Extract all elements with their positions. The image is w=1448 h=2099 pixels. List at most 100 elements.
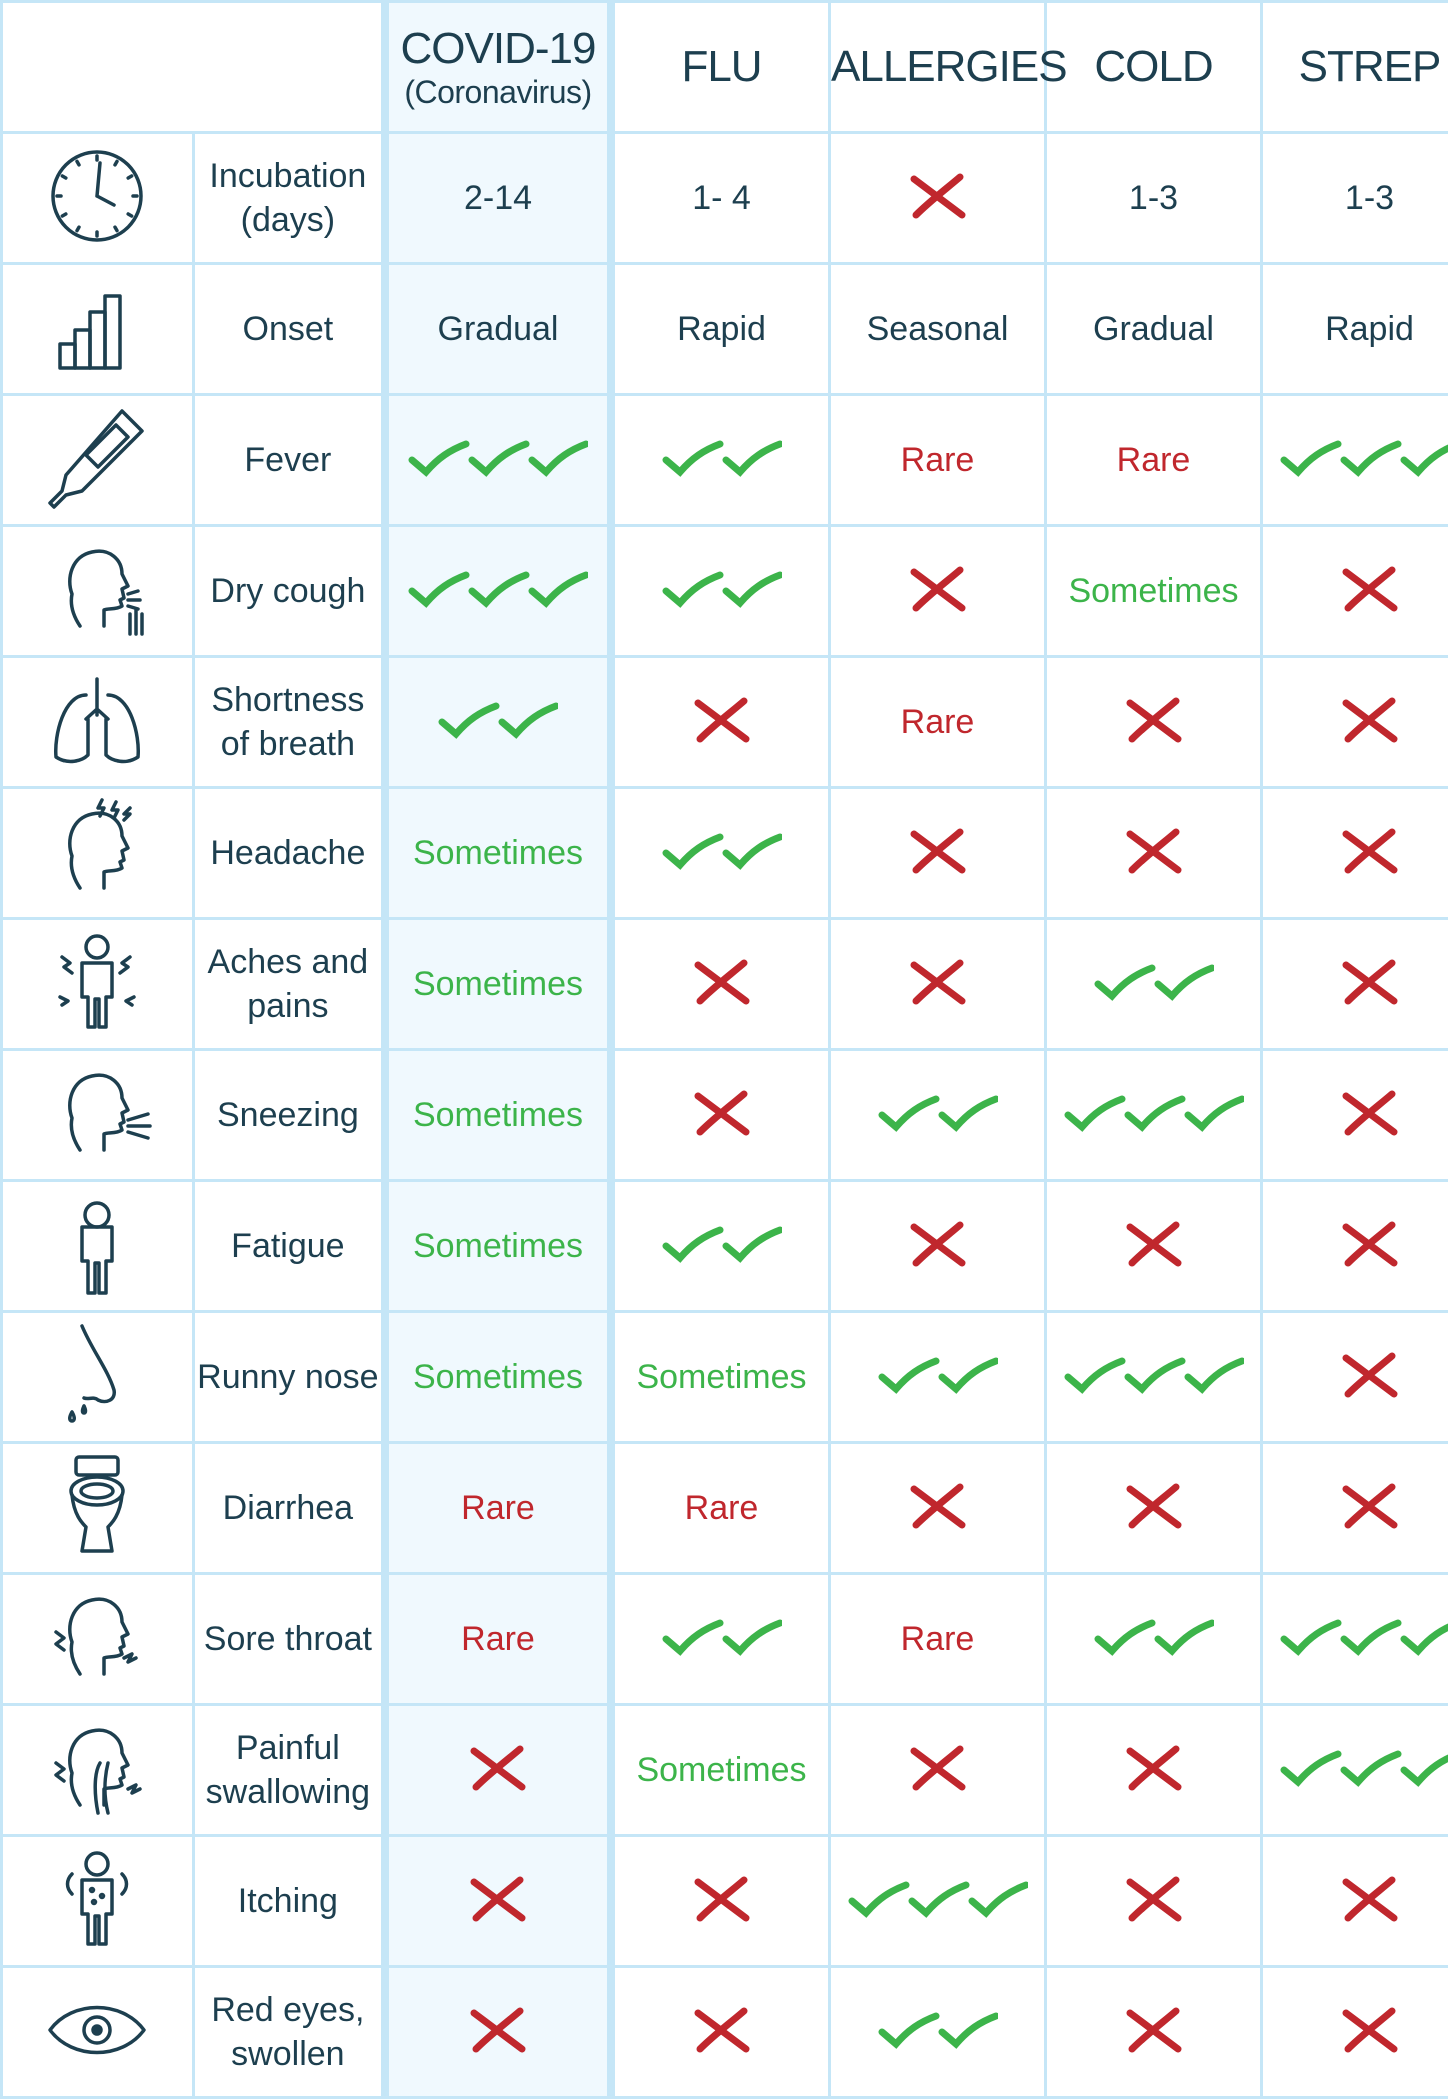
cell-allergies — [830, 1181, 1046, 1312]
symptom-label: Painful swallowing — [193, 1705, 385, 1836]
symptom-icon-cell — [2, 526, 194, 657]
cell-covid: Sometimes — [385, 919, 611, 1050]
cell-strep — [1262, 1967, 1448, 2098]
cell-covid: Sometimes — [385, 788, 611, 919]
cross-icon — [910, 1221, 966, 1267]
cell-cold: Rare — [1046, 395, 1262, 526]
check-mark — [726, 444, 780, 472]
check-mark — [666, 575, 720, 603]
cell-value: Rare — [1117, 441, 1191, 479]
clock-icon — [42, 141, 152, 251]
lungs-icon — [42, 665, 152, 775]
cross-icon — [910, 1483, 966, 1529]
cell-value: 2-14 — [464, 179, 532, 217]
column-header-cold: COLD — [1046, 2, 1262, 133]
cell-value: Sometimes — [636, 1358, 806, 1396]
cross-icon — [694, 697, 750, 743]
check-marks-3 — [408, 465, 588, 482]
symptom-row: Itching — [2, 1836, 1448, 1967]
cross-icon — [1342, 959, 1398, 1005]
toilet-icon — [42, 1451, 152, 1561]
cell-allergies: Seasonal — [830, 264, 1046, 395]
cell-flu: Sometimes — [611, 1312, 830, 1443]
cross-icon — [910, 173, 966, 219]
check-marks-3 — [1280, 1644, 1448, 1661]
check-mark — [1404, 1754, 1448, 1782]
check-mark — [532, 444, 586, 472]
check-marks-2 — [878, 2037, 998, 2054]
cell-value: 1-3 — [1345, 179, 1394, 217]
cell-allergies — [830, 919, 1046, 1050]
cell-flu — [611, 1050, 830, 1181]
cell-value: Sometimes — [413, 1227, 583, 1265]
cell-strep — [1262, 526, 1448, 657]
check-mark — [412, 575, 466, 603]
cross-icon — [910, 1745, 966, 1791]
cell-strep: 1-3 — [1262, 133, 1448, 264]
check-marks-3 — [848, 1906, 1028, 1923]
check-mark — [912, 1885, 966, 1913]
cell-allergies: Rare — [830, 395, 1046, 526]
check-mark — [882, 1099, 936, 1127]
itching-icon — [42, 1844, 152, 1954]
check-mark — [972, 1885, 1026, 1913]
symptom-label: Incubation (days) — [193, 133, 385, 264]
check-mark — [1404, 444, 1448, 472]
cell-cold: Gradual — [1046, 264, 1262, 395]
symptom-row: Fatigue Sometimes — [2, 1181, 1448, 1312]
cross-icon — [694, 1876, 750, 1922]
column-header-flu: FLU — [611, 2, 830, 133]
cell-value: Rare — [901, 703, 975, 741]
cell-flu — [611, 1574, 830, 1705]
fatigue-icon — [42, 1189, 152, 1299]
check-marks-3 — [1064, 1120, 1244, 1137]
cell-flu — [611, 919, 830, 1050]
cell-flu — [611, 657, 830, 788]
cell-value: Gradual — [438, 310, 559, 348]
cell-value: Rare — [461, 1489, 535, 1527]
check-mark — [882, 1361, 936, 1389]
check-mark — [1188, 1099, 1242, 1127]
symptom-icon-cell — [2, 657, 194, 788]
symptom-icon-cell — [2, 1050, 194, 1181]
cross-icon — [910, 959, 966, 1005]
cell-strep — [1262, 1312, 1448, 1443]
cell-covid: Rare — [385, 1443, 611, 1574]
cross-icon — [910, 828, 966, 874]
cell-flu — [611, 395, 830, 526]
body-aches-icon — [42, 927, 152, 1037]
cross-icon — [1342, 697, 1398, 743]
cell-covid — [385, 1705, 611, 1836]
symptom-icon-cell — [2, 919, 194, 1050]
cell-strep — [1262, 788, 1448, 919]
check-mark — [1098, 968, 1152, 996]
column-title: COVID-19 — [401, 24, 596, 73]
symptom-icon-cell — [2, 395, 194, 526]
cell-value: Sometimes — [1068, 572, 1238, 610]
sore-throat-icon — [42, 1582, 152, 1692]
cell-covid: Rare — [385, 1574, 611, 1705]
check-marks-2 — [662, 1644, 782, 1661]
check-marks-2 — [1094, 989, 1214, 1006]
cell-cold: Sometimes — [1046, 526, 1262, 657]
symptom-label: Sore throat — [193, 1574, 385, 1705]
cell-value: Sometimes — [413, 1358, 583, 1396]
cross-icon — [694, 1090, 750, 1136]
check-marks-2 — [1094, 1644, 1214, 1661]
cell-covid — [385, 1967, 611, 2098]
cell-cold — [1046, 1050, 1262, 1181]
cell-strep — [1262, 1050, 1448, 1181]
check-marks-3 — [1280, 465, 1448, 482]
cell-cold: 1-3 — [1046, 133, 1262, 264]
cell-flu: 1- 4 — [611, 133, 830, 264]
symptom-label: Fatigue — [193, 1181, 385, 1312]
cell-allergies — [830, 1443, 1046, 1574]
cell-flu — [611, 1967, 830, 2098]
cell-strep — [1262, 1181, 1448, 1312]
check-mark — [412, 444, 466, 472]
cell-strep — [1262, 919, 1448, 1050]
cell-value: Sometimes — [413, 834, 583, 872]
